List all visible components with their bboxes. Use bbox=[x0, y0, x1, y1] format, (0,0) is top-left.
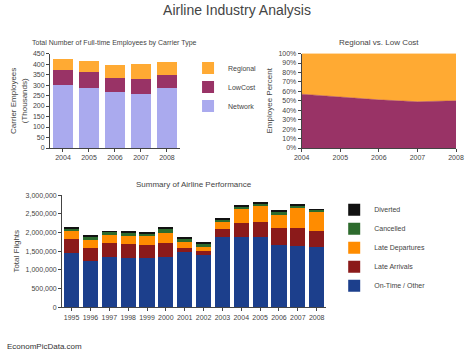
svg-text:10%: 10% bbox=[282, 135, 296, 142]
svg-text:Employee Percent: Employee Percent bbox=[265, 67, 274, 133]
svg-text:2008: 2008 bbox=[448, 154, 464, 161]
svg-text:1995: 1995 bbox=[64, 314, 80, 321]
svg-text:Total Number of Full-time Empl: Total Number of Full-time Employees by C… bbox=[32, 39, 197, 47]
svg-text:60%: 60% bbox=[282, 88, 296, 95]
svg-text:Total Flights: Total Flights bbox=[12, 230, 21, 273]
svg-text:Late Arrivals: Late Arrivals bbox=[374, 263, 413, 270]
svg-text:2000: 2000 bbox=[158, 314, 174, 321]
svg-text:40%: 40% bbox=[282, 107, 296, 114]
svg-text:1998: 1998 bbox=[120, 314, 136, 321]
svg-text:2,500,000: 2,500,000 bbox=[26, 210, 57, 217]
svg-text:1,500,000: 1,500,000 bbox=[26, 248, 57, 255]
svg-text:2004: 2004 bbox=[294, 154, 310, 161]
svg-text:1999: 1999 bbox=[139, 314, 155, 321]
svg-text:2006: 2006 bbox=[271, 314, 287, 321]
svg-text:2008: 2008 bbox=[309, 314, 325, 321]
svg-text:2005: 2005 bbox=[333, 154, 349, 161]
svg-text:Regional vs. Low Cost: Regional vs. Low Cost bbox=[339, 38, 419, 47]
svg-text:100%: 100% bbox=[278, 50, 296, 57]
svg-text:1997: 1997 bbox=[102, 314, 118, 321]
svg-text:250: 250 bbox=[33, 92, 45, 99]
svg-text:200: 200 bbox=[33, 102, 45, 109]
svg-text:1,000,000: 1,000,000 bbox=[26, 266, 57, 273]
svg-text:50%: 50% bbox=[282, 97, 296, 104]
svg-text:2004: 2004 bbox=[233, 314, 249, 321]
svg-text:100: 100 bbox=[33, 123, 45, 130]
svg-text:0%: 0% bbox=[286, 144, 296, 151]
svg-text:400: 400 bbox=[33, 61, 45, 68]
svg-text:Regional: Regional bbox=[228, 65, 256, 73]
svg-text:0: 0 bbox=[41, 144, 45, 151]
svg-text:2004: 2004 bbox=[55, 154, 71, 161]
svg-text:Cancelled: Cancelled bbox=[374, 225, 405, 232]
svg-text:Summary of Airline Performance: Summary of Airline Performance bbox=[136, 180, 252, 189]
svg-text:Diverted: Diverted bbox=[374, 206, 400, 213]
svg-text:2008: 2008 bbox=[159, 154, 175, 161]
svg-text:LowCost: LowCost bbox=[228, 84, 255, 91]
svg-text:2006: 2006 bbox=[371, 154, 387, 161]
svg-text:70%: 70% bbox=[282, 78, 296, 85]
svg-text:2005: 2005 bbox=[81, 154, 97, 161]
svg-text:2006: 2006 bbox=[107, 154, 123, 161]
svg-text:500,000: 500,000 bbox=[31, 285, 56, 292]
svg-text:2007: 2007 bbox=[133, 154, 149, 161]
svg-text:80%: 80% bbox=[282, 69, 296, 76]
svg-text:Network: Network bbox=[228, 103, 254, 110]
svg-text:EconomPicData.com: EconomPicData.com bbox=[7, 342, 82, 351]
svg-text:20%: 20% bbox=[282, 126, 296, 133]
svg-text:2,000,000: 2,000,000 bbox=[26, 229, 57, 236]
svg-text:90%: 90% bbox=[282, 59, 296, 66]
svg-text:On-Time / Other: On-Time / Other bbox=[374, 282, 425, 289]
svg-text:2003: 2003 bbox=[215, 314, 231, 321]
svg-text:0: 0 bbox=[53, 304, 57, 311]
svg-text:50: 50 bbox=[37, 134, 45, 141]
svg-text:Airline Industry Analysis: Airline Industry Analysis bbox=[163, 2, 311, 18]
svg-text:30%: 30% bbox=[282, 116, 296, 123]
svg-text:Late Departures: Late Departures bbox=[374, 244, 425, 252]
svg-text:2001: 2001 bbox=[177, 314, 193, 321]
svg-text:350: 350 bbox=[33, 71, 45, 78]
svg-text:2005: 2005 bbox=[252, 314, 268, 321]
svg-text:1996: 1996 bbox=[83, 314, 99, 321]
svg-text:2002: 2002 bbox=[196, 314, 212, 321]
svg-text:150: 150 bbox=[33, 113, 45, 120]
svg-text:450: 450 bbox=[33, 50, 45, 57]
svg-text:3,000,000: 3,000,000 bbox=[26, 192, 57, 199]
svg-text:Carrier Employees(Thousands): Carrier Employees(Thousands) bbox=[9, 68, 28, 134]
svg-text:2007: 2007 bbox=[410, 154, 426, 161]
svg-text:2007: 2007 bbox=[290, 314, 306, 321]
svg-text:300: 300 bbox=[33, 82, 45, 89]
